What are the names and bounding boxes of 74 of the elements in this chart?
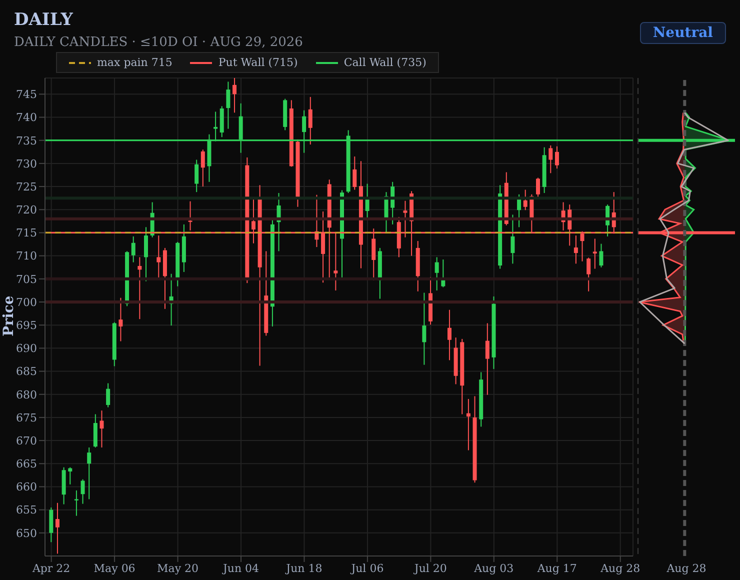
candlestick xyxy=(554,146,559,170)
y-axis-title: Price xyxy=(1,296,17,336)
x-tick-label: Aug 28 xyxy=(600,562,640,575)
y-tick-label: 680 xyxy=(16,388,37,402)
y-tick-label: 715 xyxy=(16,226,37,240)
candlestick xyxy=(68,466,72,485)
candlestick xyxy=(466,398,470,451)
candlestick xyxy=(586,257,591,292)
x-tick-label: Aug 17 xyxy=(536,562,577,575)
x-tick-label: Jun 18 xyxy=(285,562,322,575)
candlestick xyxy=(574,234,578,264)
candlestick xyxy=(592,238,597,270)
candlestick xyxy=(131,236,136,263)
y-tick-label: 745 xyxy=(16,88,37,102)
x-tick-label: Jul 06 xyxy=(350,562,384,575)
x-tick-label: Apr 22 xyxy=(31,562,70,575)
y-tick-label: 700 xyxy=(16,296,37,309)
text: Neutral xyxy=(640,22,726,44)
y-tick-label: 735 xyxy=(16,134,37,148)
candlestick xyxy=(352,156,357,190)
x-tick-label: Aug 03 xyxy=(473,562,514,575)
y-tick-label: 670 xyxy=(16,434,37,448)
candlestick xyxy=(447,309,452,361)
y-tick-label: 725 xyxy=(16,180,37,194)
candlestick xyxy=(106,382,110,408)
chart-title: DAILY xyxy=(14,10,73,30)
x-tick-label: Jul 20 xyxy=(413,562,447,575)
candlestick xyxy=(232,78,237,114)
candlestick xyxy=(308,96,312,146)
candlestick xyxy=(194,159,199,193)
candlestick xyxy=(49,507,54,543)
candlestick xyxy=(510,214,515,264)
x-tick-label: May 06 xyxy=(94,562,136,575)
y-tick-label: 650 xyxy=(16,526,37,540)
candlestick xyxy=(188,200,192,231)
y-tick-label: 660 xyxy=(16,480,37,494)
legend-label: Put Wall (715) xyxy=(218,56,298,69)
candlestick xyxy=(536,177,540,198)
candlestick xyxy=(93,414,98,448)
candlestick xyxy=(118,297,123,342)
y-tick-label: 675 xyxy=(16,411,37,424)
candlestick xyxy=(226,81,230,130)
candlestick xyxy=(599,243,604,268)
candlestick xyxy=(55,502,60,554)
y-tick-label: 665 xyxy=(16,458,37,471)
candlestick xyxy=(156,234,161,278)
candlestick xyxy=(334,232,338,291)
y-tick-label: 685 xyxy=(16,365,37,378)
candlestick xyxy=(485,322,490,396)
candlestick xyxy=(422,292,426,366)
candlestick xyxy=(80,478,85,504)
candlestick xyxy=(434,256,439,291)
candlestick xyxy=(144,226,148,282)
x-tick-label: Jun 04 xyxy=(222,562,260,575)
legend-label: max pain 715 xyxy=(97,56,172,69)
y-tick-label: 705 xyxy=(16,272,37,286)
y-tick-label: 730 xyxy=(16,157,37,170)
candlestick xyxy=(100,410,104,448)
candlestick xyxy=(548,144,553,174)
x-tick-label: May 20 xyxy=(157,562,199,575)
candlestick xyxy=(200,149,205,188)
chart-subtitle: DAILY CANDLES · ≤10D OI · AUG 29, 2026 xyxy=(14,35,303,50)
y-tick-label: 695 xyxy=(16,318,37,332)
candlestick xyxy=(87,446,92,500)
y-tick-label: 720 xyxy=(16,204,37,217)
y-tick-label: 710 xyxy=(16,250,37,263)
y-tick-label: 690 xyxy=(16,342,37,356)
y-tick-label: 655 xyxy=(16,504,37,517)
candlestick xyxy=(523,189,528,211)
candlestick xyxy=(138,256,142,320)
y-tick-label: 740 xyxy=(16,111,37,124)
legend-label: Call Wall (735) xyxy=(344,56,426,69)
candlestick xyxy=(365,183,370,218)
candlestick xyxy=(74,490,78,516)
